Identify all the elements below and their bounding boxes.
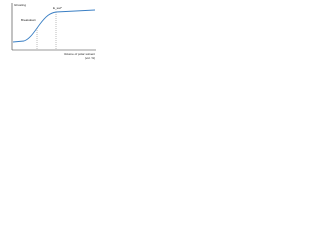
x-axis-label: Volume of polar solvent	[64, 52, 95, 56]
curve	[12, 9, 96, 43]
diagram: Ghosting Breakdown E_sat* Volume of pola…	[11, 3, 96, 60]
page: Ghosting Breakdown E_sat* Volume of pola…	[0, 0, 100, 62]
saturation-label: E_sat*	[53, 6, 63, 10]
region-label: Breakdown	[21, 18, 36, 22]
x-axis-label: (vol. %)	[85, 56, 95, 60]
y-axis-label: Ghosting	[14, 3, 26, 7]
